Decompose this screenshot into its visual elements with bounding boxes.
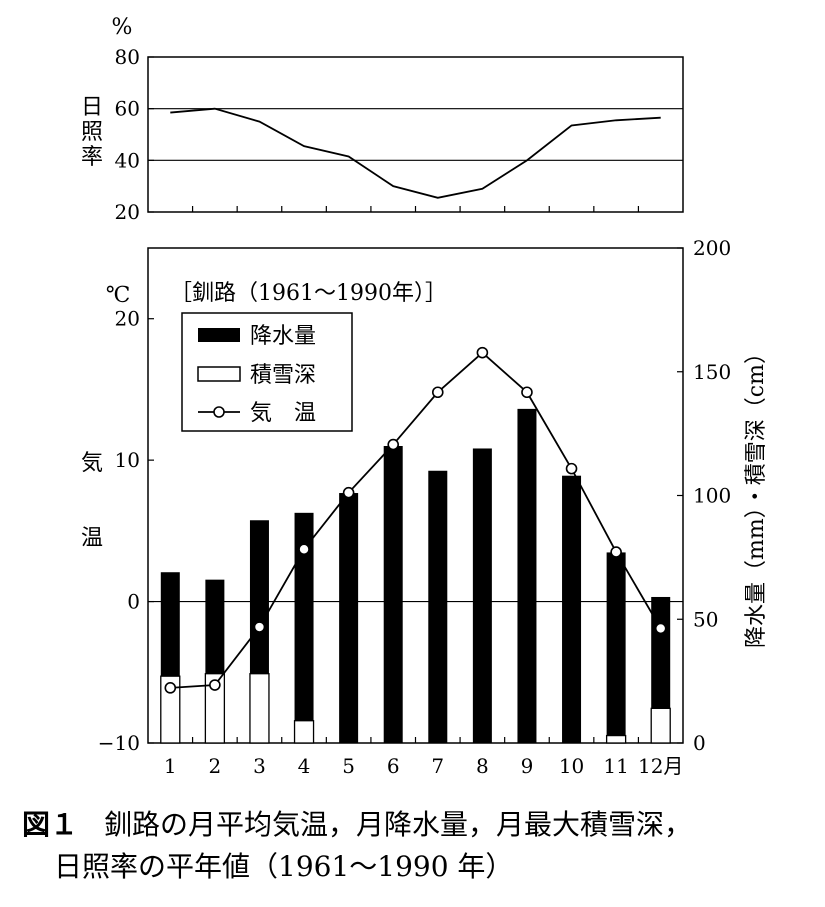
snow-bar (249, 673, 270, 744)
figure-number: 図１ (22, 808, 79, 841)
temperature-point (476, 346, 489, 359)
legend-swatch-precip (198, 328, 240, 342)
legend-label-snow: 積雪深 (250, 363, 316, 388)
precip-bar (472, 448, 492, 743)
precip-bar (517, 408, 537, 743)
sunshine-axis-label-char: 率 (81, 145, 103, 170)
temperature-point (521, 386, 533, 399)
temperature-point (431, 386, 444, 399)
snow-bar (293, 720, 315, 744)
caption-line-2: 日照率の平年値（1961〜1990 年） (54, 850, 514, 883)
sunshine-unit: % (112, 15, 133, 40)
legend-label-precip: 降水量 (250, 324, 316, 349)
temperature-axis-label-char: 温 (81, 526, 103, 551)
precip-bar (383, 446, 403, 743)
right-y-tick-label: 0 (693, 731, 706, 755)
temperature-line (170, 351, 662, 689)
month-tick-label: 2 (209, 754, 222, 778)
legend-swatch-temp-marker (213, 406, 225, 418)
sunshine-line (170, 107, 661, 199)
sunshine-panel: 80 60 40 20 % 日照率 (81, 15, 684, 224)
legend-swatch-snow (197, 366, 241, 382)
temperature-axis-label: 気温 (81, 451, 103, 551)
sunshine-axis-label-char: 日 (81, 95, 103, 120)
station-title: ［釧路（1961〜1990年）］ (170, 281, 447, 306)
precip-bar (294, 512, 314, 743)
temperature-unit: ℃ (106, 283, 131, 308)
snow-bar (160, 675, 181, 744)
precip-bar (339, 493, 359, 743)
right-y-tick-label: 150 (693, 360, 731, 384)
sunshine-axis-label: 日照率 (81, 95, 103, 170)
sunshine-y-tick-label: 20 (115, 200, 140, 224)
month-tick-label: 1 (164, 754, 177, 778)
month-tick-label: 8 (476, 754, 489, 778)
precip-bar (651, 596, 671, 743)
right-axis-label: 降水量（mm）・積雪深（cm） (744, 342, 769, 648)
temperature-point (565, 462, 578, 475)
precip-bar (562, 475, 582, 743)
precip-bar (428, 470, 448, 743)
caption-text-1: 釧路の月平均気温，月降水量，月最大積雪深， (104, 808, 693, 841)
month-tick-label: 11 (603, 754, 628, 778)
sunshine-plot-frame (147, 56, 684, 213)
precip-bar (606, 552, 626, 743)
sunshine-y-tick-label: 60 (115, 97, 140, 121)
temperature-point (387, 438, 400, 451)
temperature-point (209, 679, 221, 691)
month-tick-label: 9 (521, 754, 534, 778)
snow-bar (204, 673, 226, 744)
right-y-tick-label: 200 (693, 236, 731, 260)
snow-bar (650, 707, 671, 744)
legend: 降水量 積雪深 気 温 (181, 312, 353, 432)
month-tick-label: 12月 (638, 754, 683, 778)
right-y-tick-label: 100 (693, 484, 731, 508)
right-y-tick-label: 50 (693, 607, 718, 631)
temperature-point (654, 622, 667, 635)
sunshine-axis-label-char: 照 (81, 120, 103, 145)
caption-line-1: 図１ 釧路の月平均気温，月降水量，月最大積雪深， (22, 806, 692, 844)
snow-bar (605, 734, 627, 744)
month-tick-label: 6 (387, 754, 400, 778)
temperature-point (164, 682, 177, 694)
month-tick-label: 3 (253, 754, 266, 778)
sunshine-y-tick-label: 40 (115, 148, 140, 172)
sunshine-y-tick-label: 80 (115, 45, 140, 69)
month-tick-label: 10 (559, 754, 584, 778)
left-y-tick-label: 0 (127, 590, 140, 614)
temperature-point (610, 546, 622, 558)
left-y-tick-label: −10 (98, 731, 140, 755)
left-y-tick-label: 10 (115, 448, 140, 472)
temperature-point (298, 543, 310, 556)
temperature-point (253, 621, 266, 633)
temperature-axis-label-char: 気 (81, 451, 103, 476)
month-tick-label: 4 (298, 754, 311, 778)
legend-label-temp: 気 温 (250, 401, 316, 426)
left-y-tick-label: 20 (115, 307, 140, 331)
temperature-point (342, 486, 355, 499)
month-tick-label: 5 (342, 754, 355, 778)
month-tick-label: 7 (431, 754, 444, 778)
